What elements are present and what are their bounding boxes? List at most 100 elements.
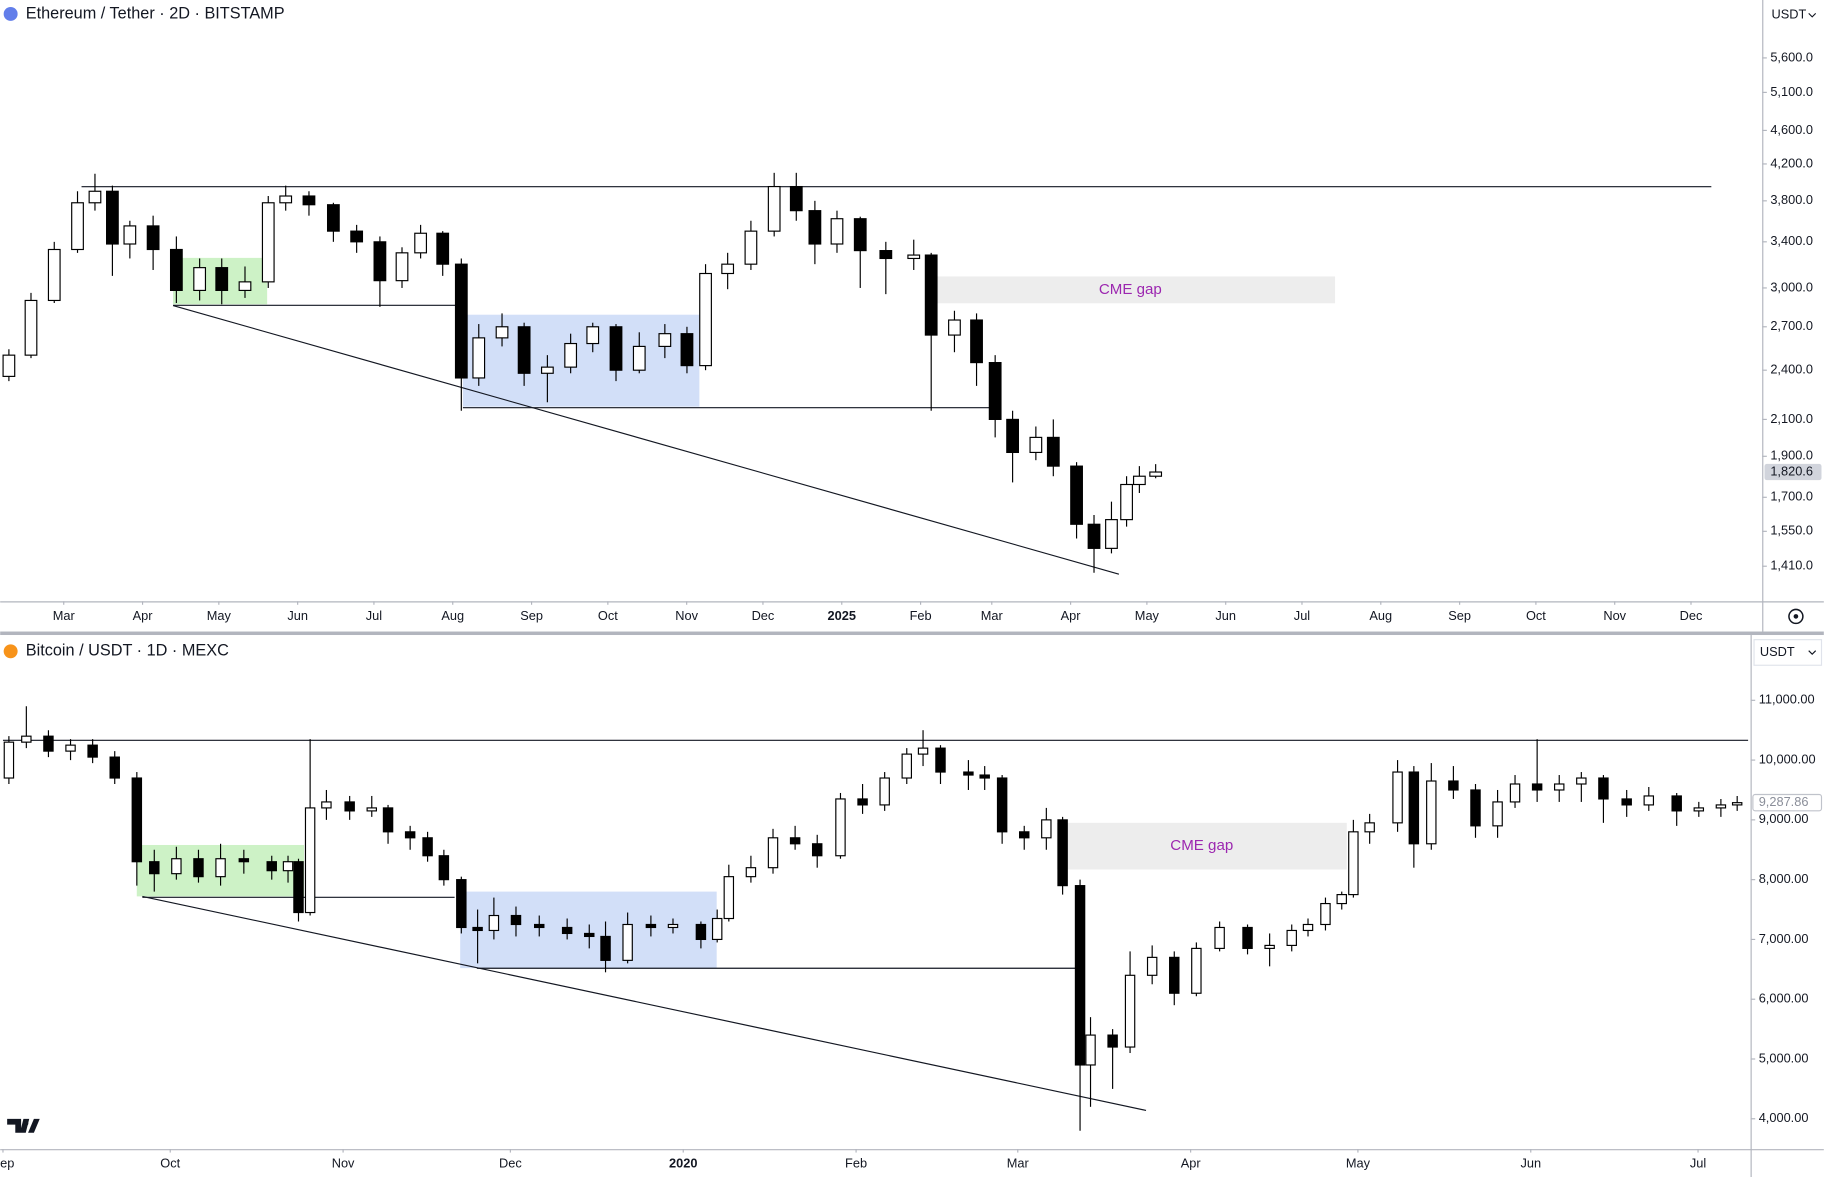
candle-body <box>193 858 204 878</box>
candle <box>789 172 803 221</box>
range-box <box>460 891 717 969</box>
candle <box>1019 825 1030 850</box>
y-tick-label: 7,000.00 <box>1759 931 1809 946</box>
candle-body <box>1364 822 1375 833</box>
candle <box>106 185 119 276</box>
candle <box>88 173 102 211</box>
candle-body <box>723 876 735 920</box>
x-tick-label: Feb <box>845 1156 867 1171</box>
candle <box>695 921 707 949</box>
x-tick-label: Nov <box>675 608 698 623</box>
x-tick-label: Mar <box>53 608 76 623</box>
candle <box>238 266 252 298</box>
candle-body <box>472 926 483 932</box>
candle <box>193 849 204 883</box>
y-tick-label: 2,100.0 <box>1770 411 1813 426</box>
candle-body <box>1392 771 1403 824</box>
candle-body <box>979 774 990 779</box>
dropdown-box <box>1765 3 1822 27</box>
candle <box>857 783 868 814</box>
candle <box>422 831 433 862</box>
candle-body <box>1693 807 1705 812</box>
y-tick-label: 2,700.0 <box>1770 318 1813 333</box>
candle-body <box>1643 795 1655 806</box>
candle <box>561 918 573 940</box>
y-tick-label: 5,600.0 <box>1770 49 1813 64</box>
candle-body <box>21 735 32 743</box>
candle <box>988 355 1002 438</box>
candle <box>438 849 450 886</box>
x-tick-label: Jun <box>287 608 308 623</box>
candle <box>24 292 38 359</box>
candle-body <box>106 190 119 245</box>
candle <box>1598 775 1609 823</box>
candle-body <box>767 185 781 232</box>
candle <box>609 324 623 382</box>
candle-body <box>404 831 416 839</box>
candle <box>344 795 355 820</box>
candle <box>65 739 76 761</box>
candle <box>1074 879 1086 1131</box>
candle-body <box>422 837 433 857</box>
y-tick-label: 4,200.0 <box>1770 155 1813 170</box>
candle-body <box>1671 795 1682 812</box>
candle <box>21 706 32 749</box>
candle <box>1191 942 1202 997</box>
candle-body <box>1621 798 1632 806</box>
candle-body <box>71 202 84 251</box>
candle-body <box>609 326 623 371</box>
x-tick-label: Jul <box>1690 1156 1706 1171</box>
candle-body <box>988 362 1002 420</box>
candle <box>811 834 823 868</box>
candle <box>404 825 416 850</box>
candle <box>917 730 929 767</box>
currency-dropdown[interactable]: USDT <box>1753 639 1823 666</box>
candle <box>1643 786 1655 811</box>
box-label: CME gap <box>1170 837 1233 854</box>
candle-body <box>169 248 183 292</box>
candle-body <box>1046 436 1060 467</box>
candle <box>1070 462 1083 539</box>
candle-body <box>711 917 723 941</box>
candle-body <box>24 299 38 356</box>
candle <box>667 918 679 934</box>
candle <box>1426 763 1437 850</box>
candle <box>632 332 646 374</box>
candle <box>171 846 182 880</box>
candle <box>1693 801 1705 817</box>
candle <box>395 247 409 288</box>
x-tick-label: Nov <box>1603 608 1626 623</box>
candle <box>1105 501 1118 554</box>
candle-body <box>830 218 844 245</box>
currency-dropdown[interactable]: USDT <box>1765 3 1822 27</box>
candle-body <box>1448 780 1459 791</box>
candle-body <box>279 195 293 204</box>
candle <box>808 200 822 265</box>
candle-body <box>373 241 387 282</box>
trend-line <box>172 305 1120 575</box>
x-tick-label: Oct <box>160 1156 180 1171</box>
candle <box>1041 807 1052 850</box>
candle <box>510 906 522 937</box>
settings-icon <box>1788 608 1804 625</box>
candle <box>366 795 378 817</box>
x-tick-label: 2025 <box>828 608 856 623</box>
candle <box>131 772 143 886</box>
candle <box>1146 945 1158 985</box>
candle <box>1492 789 1503 838</box>
candle-body <box>454 263 468 379</box>
candle-body <box>996 777 1008 833</box>
candle <box>47 241 61 303</box>
candle <box>215 843 226 886</box>
candle <box>193 258 207 301</box>
candle-body <box>744 230 758 265</box>
y-tick-label: 1,410.0 <box>1770 558 1813 573</box>
candle-body <box>808 210 822 245</box>
y-tick-label: 4,600.0 <box>1770 122 1813 137</box>
settings-button[interactable] <box>1788 608 1804 625</box>
y-tick-label: 5,000.00 <box>1759 1050 1809 1065</box>
currency-label: USDT <box>1760 644 1795 659</box>
candle-body <box>667 923 679 929</box>
range-box <box>925 276 1336 304</box>
